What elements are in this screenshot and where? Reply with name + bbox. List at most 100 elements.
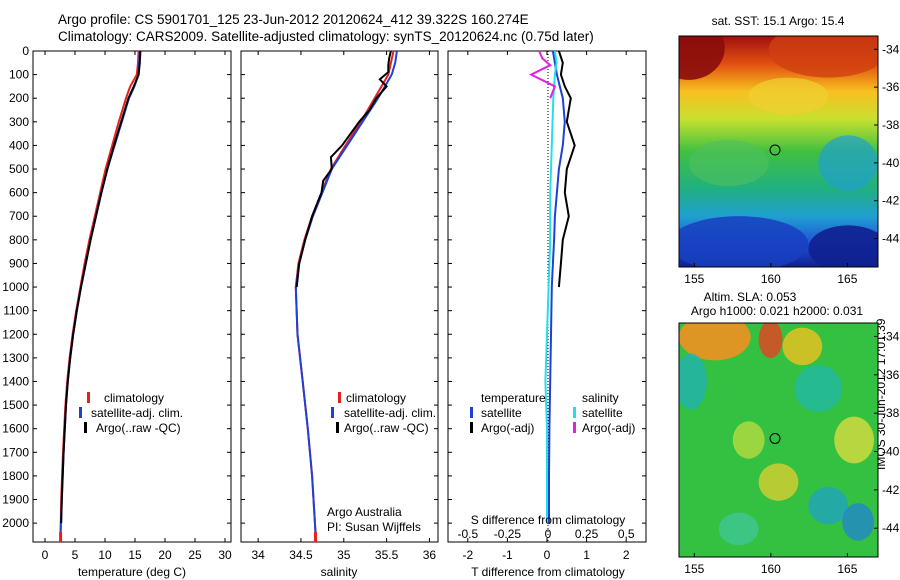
y-tick-label: 1500 <box>2 398 29 412</box>
difference-panel: -2 -1 0 1 2 S difference from climatology -0… <box>447 50 647 579</box>
y-tick-label: 1700 <box>2 445 29 459</box>
y-tick-label: 1100 <box>3 304 29 318</box>
x-tick-label: 20 <box>158 548 172 562</box>
heatmap-patch <box>808 225 878 267</box>
heatmap-patch <box>842 503 875 541</box>
salinity-legend: climatology satellite-adj. clim. Argo(..… <box>331 391 436 435</box>
y-tick-label: 200 <box>9 91 29 105</box>
legend-satellite: satellite-adj. clim. <box>91 406 183 420</box>
s-difference-label: S difference from climatology <box>471 513 626 527</box>
sla-argo-location-marker <box>769 433 781 445</box>
map-x-tick-label: 165 <box>837 562 857 576</box>
y-tick-label: 400 <box>9 138 29 152</box>
map-x-tick-label: 165 <box>837 272 857 286</box>
temperature-xlabel: temperature (deg C) <box>78 565 186 579</box>
s-tick-label: 0.25 <box>575 527 599 541</box>
map-y-tick-label: -34 <box>882 42 900 56</box>
series-line-temperature-argo-adj- <box>557 50 576 288</box>
x-tick-label: 35.5 <box>375 548 399 562</box>
legend-s-satellite: satellite <box>582 406 623 420</box>
map-y-tick-label: -42 <box>882 194 900 208</box>
x-tick-label: 25 <box>188 548 202 562</box>
y-tick-label: 900 <box>9 256 29 270</box>
map-y-tick-label: -44 <box>882 521 900 535</box>
x-tick-label: -2 <box>462 548 473 562</box>
sst-argo-location-marker <box>769 144 781 156</box>
annotation-pi: PI: Susan Wijffels <box>327 520 421 534</box>
series-line-temperature-satellite <box>548 50 566 524</box>
salinity-axes-frame <box>240 50 439 543</box>
legend-argo: Argo(..raw -QC) <box>96 421 181 435</box>
salinity-xlabel: salinity <box>321 565 358 579</box>
y-tick-label: 0 <box>22 44 29 58</box>
legend-s-argo-swatch <box>573 422 576 433</box>
map-y-tick-label: -40 <box>882 445 900 459</box>
heatmap-patch <box>688 139 769 187</box>
legend-satellite: satellite-adj. clim. <box>344 406 436 420</box>
difference-legend: temperature satellite Argo(-adj) salinit… <box>470 391 635 435</box>
legend-t-satellite: satellite <box>481 406 522 420</box>
heatmap-patch <box>748 77 829 115</box>
y-tick-label: 1300 <box>2 351 29 365</box>
temperature-axes-frame <box>32 50 232 543</box>
sla-map-panel: Altim. SLA: 0.053 Argo h1000: 0.021 h200… <box>678 290 900 576</box>
x-tick-label: 5 <box>72 548 79 562</box>
climatology-end-marker <box>314 532 318 542</box>
heatmap-patch <box>758 463 799 501</box>
sst-map-panel: sat. SST: 15.1 Argo: 15.4 155 160 165 -34 -3… <box>678 14 900 286</box>
heatmap-patch <box>679 216 809 267</box>
y-tick-label: 800 <box>9 233 29 247</box>
map-y-tick-label: -42 <box>882 483 900 497</box>
annotation-argo-australia: Argo Australia <box>327 505 402 519</box>
s-tick-label: 0.5 <box>618 527 635 541</box>
legend-t-argo-swatch <box>470 422 473 433</box>
y-tick-label: 1800 <box>2 469 29 483</box>
y-tick-label: 1000 <box>2 280 29 294</box>
sst-map-frame <box>678 35 879 268</box>
s-tick-label: -0.25 <box>494 527 522 541</box>
heatmap-patch <box>768 36 878 78</box>
title-line-1: Argo profile: CS 5901701_125 23-Jun-2012… <box>58 12 529 27</box>
sst-heatmap <box>679 36 878 267</box>
sst-map-title: sat. SST: 15.1 Argo: 15.4 <box>712 14 845 28</box>
sla-map-title: Altim. SLA: 0.053 <box>704 290 797 304</box>
y-tick-label: 1200 <box>2 327 29 341</box>
salinity-panel: 34 34.5 35 35.5 36 salinity climatology sate… <box>240 50 439 579</box>
map-x-tick-label: 155 <box>684 272 704 286</box>
map-x-tick-label: 155 <box>684 562 704 576</box>
x-tick-label: 15 <box>128 548 142 562</box>
heatmap-patch <box>808 486 849 525</box>
y-tick-label: 2000 <box>2 516 29 530</box>
map-y-tick-label: -38 <box>882 406 900 420</box>
x-tick-label: 30 <box>218 548 232 562</box>
legend-t-argo: Argo(-adj) <box>481 421 534 435</box>
heatmap-patch <box>782 327 823 366</box>
y-tick-label: 1600 <box>2 422 29 436</box>
legend-argo-swatch <box>84 422 87 433</box>
s-tick-label: 0 <box>545 527 552 541</box>
x-tick-label: 36 <box>423 548 437 562</box>
legend-s-argo: Argo(-adj) <box>582 421 635 435</box>
y-tick-label: 700 <box>9 209 29 223</box>
map-y-tick-label: -36 <box>882 368 900 382</box>
legend-t-satellite-swatch <box>470 407 473 418</box>
x-tick-label: 35 <box>337 548 351 562</box>
legend-temperature-header: temperature <box>481 391 546 405</box>
series-line-salinity-argo-adj- <box>528 50 557 99</box>
y-tick-label: 100 <box>9 68 29 82</box>
series-line-salinity-satellite <box>544 50 558 524</box>
heatmap-patch <box>732 421 765 459</box>
map-y-tick-label: -36 <box>882 80 900 94</box>
x-tick-label: 34.5 <box>289 548 313 562</box>
legend-satellite-swatch <box>79 407 82 418</box>
series-line-argo-raw-qc- <box>295 50 392 288</box>
legend-climatology-swatch <box>87 392 90 403</box>
legend-satellite-swatch <box>331 407 334 418</box>
temperature-panel: 0100200300400500600700800900100011001200… <box>2 44 232 579</box>
sla-map-frame <box>678 322 879 558</box>
heatmap-patch <box>818 135 878 191</box>
x-tick-label: 1 <box>583 548 590 562</box>
sla-map-subtitle: Argo h1000: 0.021 h2000: 0.031 <box>691 304 863 318</box>
t-difference-label: T difference from climatology <box>471 565 625 579</box>
legend-s-satellite-swatch <box>573 407 576 418</box>
